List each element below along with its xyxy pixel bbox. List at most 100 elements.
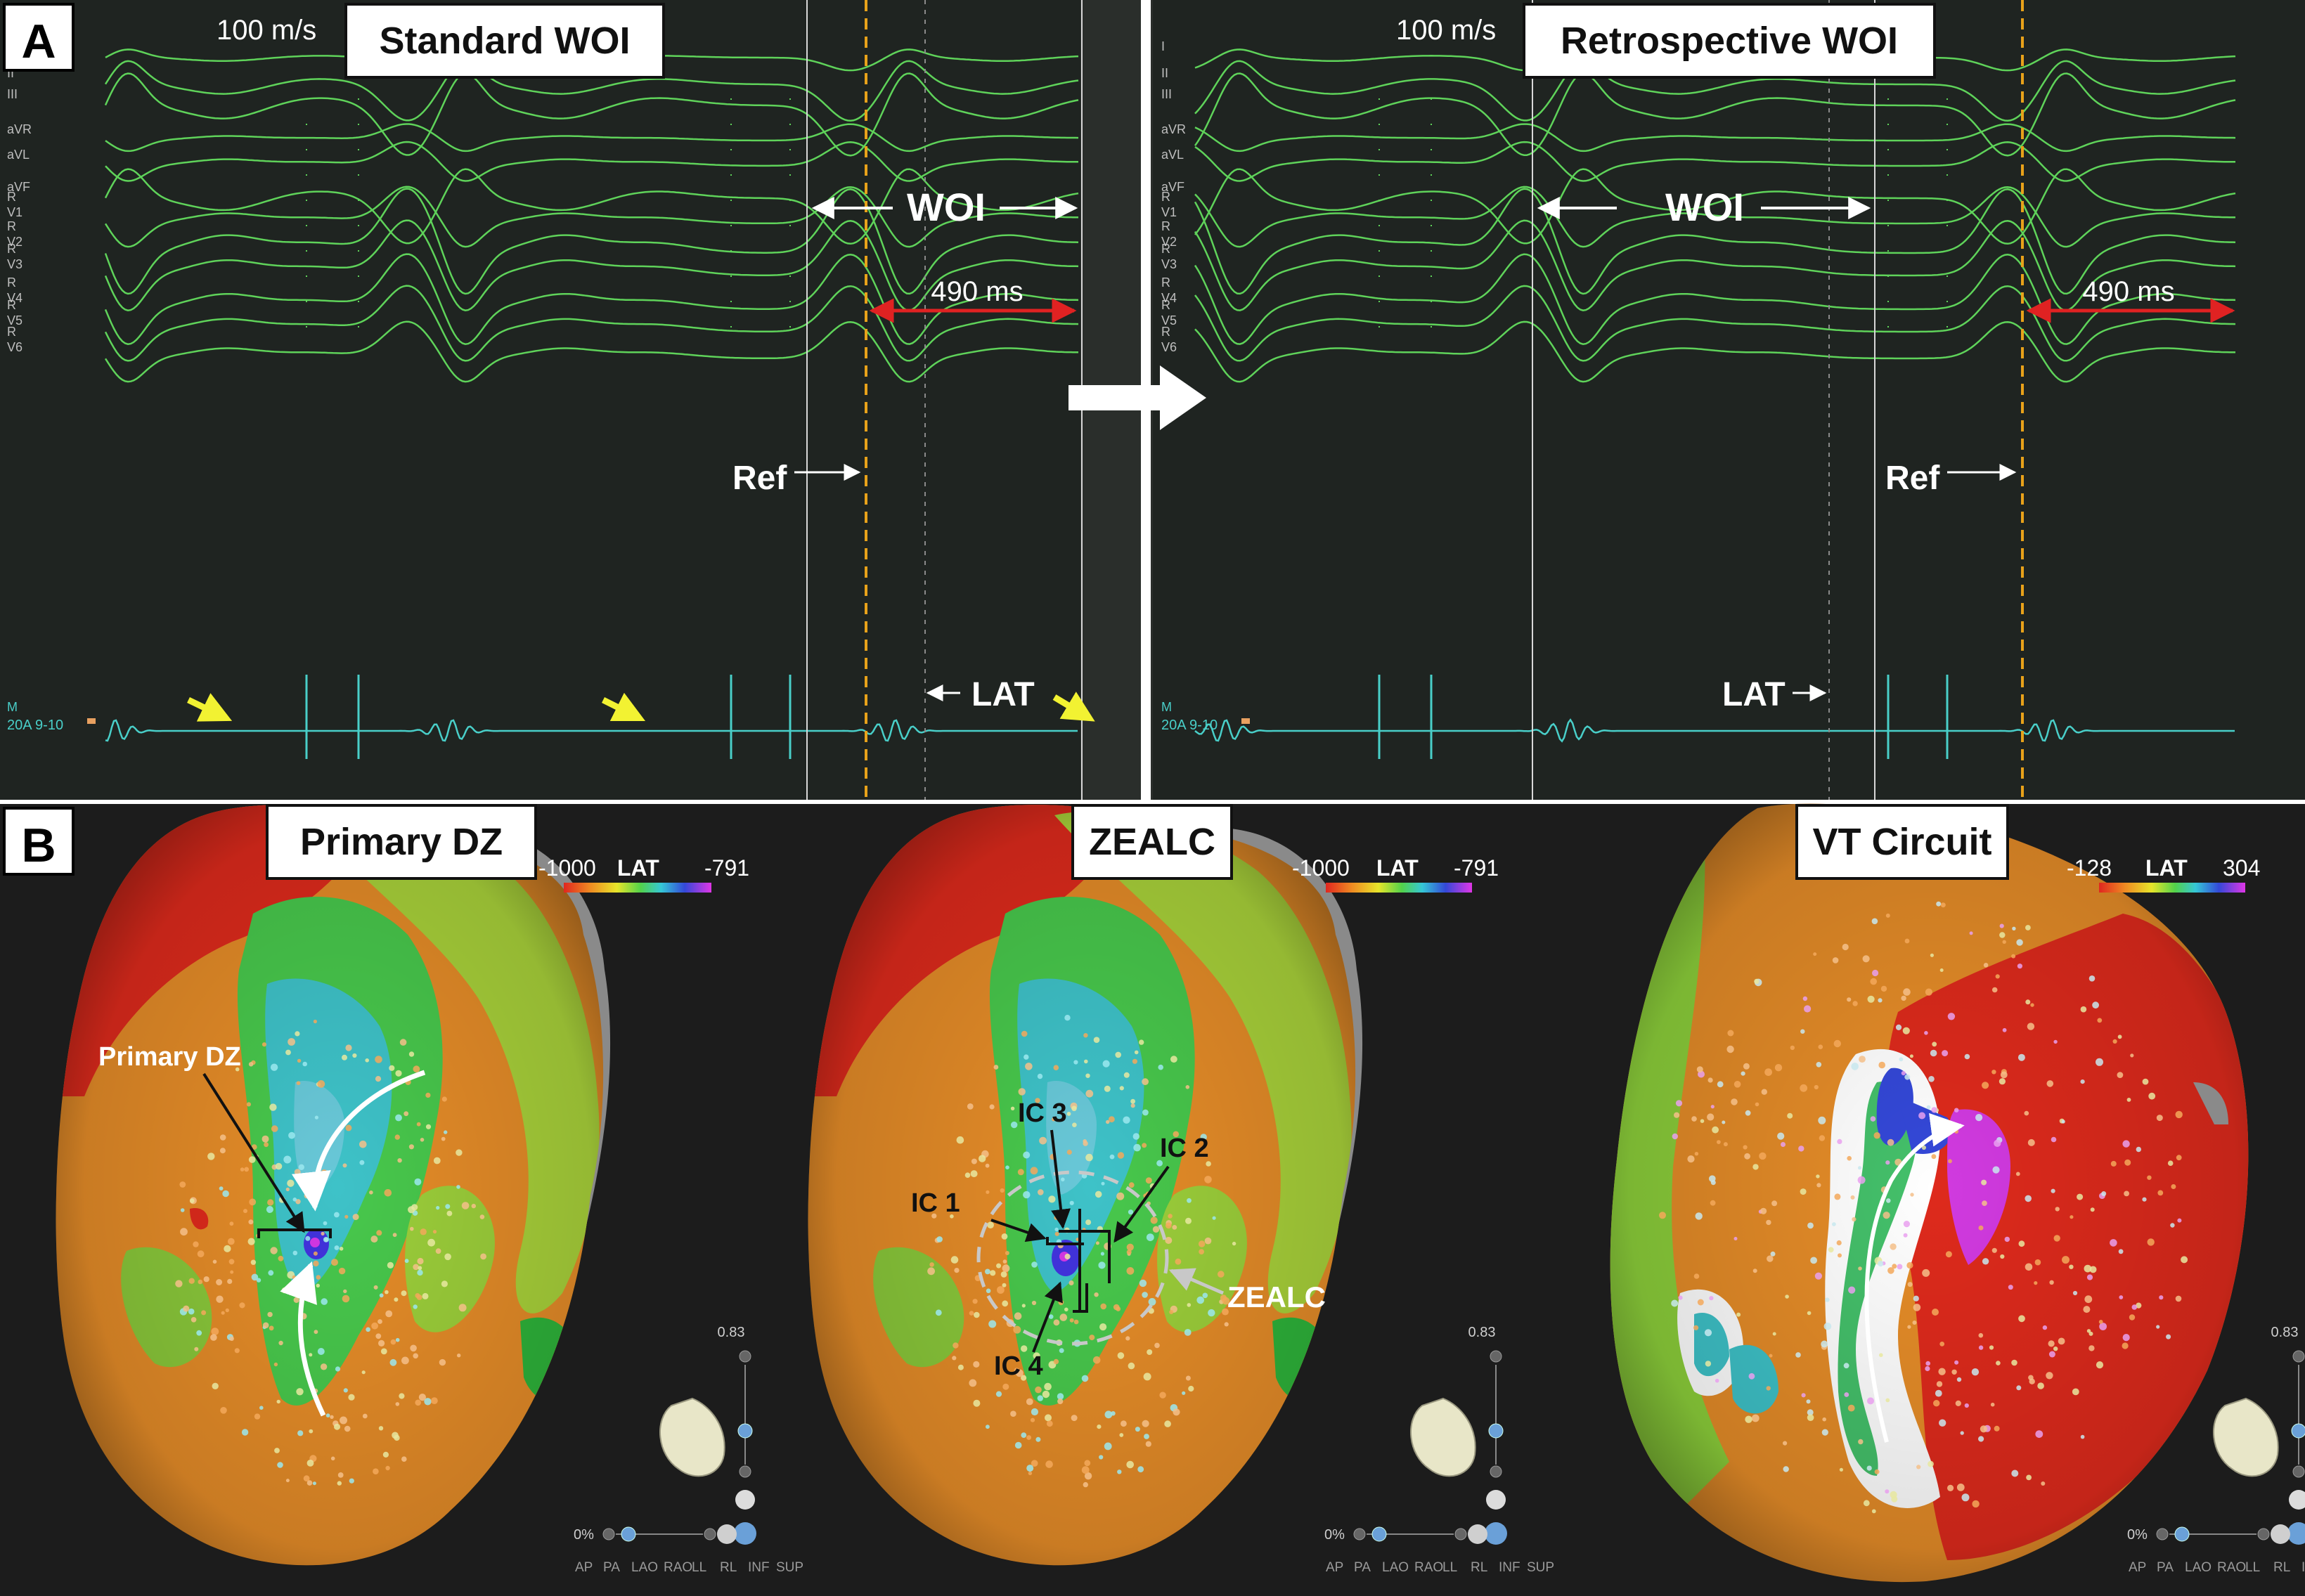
zoom-slider-handle[interactable] bbox=[621, 1526, 636, 1542]
view-button-rl[interactable]: RL bbox=[720, 1560, 737, 1575]
map-point bbox=[244, 1167, 250, 1172]
map-point bbox=[431, 1397, 438, 1404]
ecg-lead-trace bbox=[104, 320, 1078, 383]
view-button-rao[interactable]: RAO bbox=[664, 1560, 692, 1575]
zoom-minus-button[interactable] bbox=[2156, 1528, 2169, 1540]
view-button-ll[interactable]: LL bbox=[692, 1560, 706, 1575]
map-point bbox=[317, 1348, 325, 1355]
map-point bbox=[1726, 1045, 1734, 1053]
opacity-slider-handle[interactable] bbox=[1488, 1423, 1504, 1439]
view-button-pa[interactable]: PA bbox=[603, 1560, 620, 1575]
map-point bbox=[323, 1237, 329, 1243]
map-point bbox=[1204, 1176, 1212, 1183]
map-point bbox=[1807, 1311, 1812, 1316]
view-button-sup[interactable]: SUP bbox=[776, 1560, 803, 1575]
map-point bbox=[411, 1204, 418, 1211]
heart-view-icon[interactable] bbox=[1486, 1490, 1506, 1510]
map-point bbox=[1021, 1375, 1027, 1381]
map-point bbox=[1707, 1077, 1713, 1083]
lat-label-left: LAT bbox=[971, 676, 1035, 713]
map-point bbox=[379, 1293, 384, 1298]
map-point bbox=[1907, 1325, 1911, 1329]
zoom-plus-button[interactable] bbox=[1454, 1528, 1467, 1540]
opacity-slider-handle[interactable] bbox=[737, 1423, 753, 1439]
opacity-minus-button[interactable] bbox=[2292, 1465, 2305, 1478]
map-point bbox=[243, 1209, 247, 1214]
view-button-rao[interactable]: RAO bbox=[2217, 1560, 2246, 1575]
lead-label: aVL bbox=[7, 148, 30, 162]
map-point bbox=[1723, 1142, 1728, 1147]
map-point bbox=[2011, 1470, 2019, 1477]
view-button-inf[interactable]: INF bbox=[2301, 1560, 2305, 1575]
map-point bbox=[1220, 1295, 1227, 1302]
heart-view-icon[interactable] bbox=[2289, 1490, 2305, 1510]
view-button-rl[interactable]: RL bbox=[1471, 1560, 1487, 1575]
rotate-icon[interactable] bbox=[734, 1522, 756, 1545]
opacity-minus-button[interactable] bbox=[739, 1465, 751, 1478]
view-button-pa[interactable]: PA bbox=[1354, 1560, 1371, 1575]
map-point bbox=[1188, 1385, 1194, 1392]
view-button-ap[interactable]: AP bbox=[575, 1560, 593, 1575]
map-point bbox=[1878, 1061, 1885, 1069]
view-button-inf[interactable]: INF bbox=[1499, 1560, 1520, 1575]
view-button-inf[interactable]: INF bbox=[748, 1560, 770, 1575]
view-button-rl[interactable]: RL bbox=[2273, 1560, 2290, 1575]
map-point bbox=[1981, 1179, 1987, 1186]
map-point bbox=[1148, 1298, 1156, 1306]
zealc-label: ZEALC bbox=[1227, 1280, 1326, 1313]
lead-label: V1 bbox=[7, 205, 22, 219]
opacity-plus-button[interactable] bbox=[739, 1350, 751, 1363]
view-button-lao[interactable]: LAO bbox=[1382, 1560, 1409, 1575]
heart-view-icon[interactable] bbox=[735, 1490, 755, 1510]
map-point bbox=[989, 1104, 995, 1110]
zoom-minus-button[interactable] bbox=[1353, 1528, 1366, 1540]
reset-view-icon[interactable] bbox=[1468, 1524, 1487, 1544]
view-button-ll[interactable]: LL bbox=[2245, 1560, 2260, 1575]
map-point bbox=[1890, 1243, 1897, 1250]
zoom-plus-button[interactable] bbox=[2257, 1528, 2270, 1540]
zoom-slider-handle[interactable] bbox=[2174, 1526, 2190, 1542]
zoom-slider-handle[interactable] bbox=[1371, 1526, 1387, 1542]
map-point bbox=[314, 1115, 318, 1120]
map-point bbox=[1770, 1251, 1776, 1257]
view-button-rao[interactable]: RAO bbox=[1414, 1560, 1443, 1575]
reset-view-icon[interactable] bbox=[717, 1524, 737, 1544]
map-point bbox=[1128, 1209, 1134, 1215]
view-button-lao[interactable]: LAO bbox=[2185, 1560, 2212, 1575]
rotate-icon[interactable] bbox=[1485, 1522, 1507, 1545]
map-point bbox=[2142, 1078, 2149, 1085]
map-point bbox=[342, 1054, 347, 1060]
view-button-ap[interactable]: AP bbox=[1326, 1560, 1343, 1575]
map-point bbox=[1071, 1105, 1077, 1112]
orientation-heart-icon[interactable] bbox=[2213, 1397, 2279, 1477]
scale2-bar bbox=[1326, 883, 1472, 893]
map-point bbox=[1042, 1390, 1050, 1399]
opacity-minus-button[interactable] bbox=[1490, 1465, 1502, 1478]
lead-prefix-label: R bbox=[7, 190, 16, 204]
opacity-slider-handle[interactable] bbox=[2291, 1423, 2305, 1439]
view-button-ap[interactable]: AP bbox=[2129, 1560, 2146, 1575]
orientation-heart-icon[interactable] bbox=[1410, 1397, 1476, 1477]
map-point bbox=[1695, 1212, 1703, 1220]
map-point bbox=[1117, 1352, 1125, 1359]
orientation-heart-icon[interactable] bbox=[659, 1397, 725, 1477]
view-button-pa[interactable]: PA bbox=[2157, 1560, 2174, 1575]
view-button-lao[interactable]: LAO bbox=[631, 1560, 658, 1575]
map-point bbox=[2080, 1006, 2087, 1013]
zoom-minus-button[interactable] bbox=[602, 1528, 615, 1540]
opacity-plus-button[interactable] bbox=[2292, 1350, 2305, 1363]
scale3-bar bbox=[2099, 883, 2245, 893]
view-button-sup[interactable]: SUP bbox=[1527, 1560, 1554, 1575]
map-point bbox=[2083, 1306, 2091, 1313]
ms-label-right: 490 ms bbox=[2082, 276, 2174, 307]
reset-view-icon[interactable] bbox=[2271, 1524, 2290, 1544]
map-point bbox=[1064, 1253, 1071, 1260]
zoom-plus-button[interactable] bbox=[704, 1528, 716, 1540]
rotate-icon[interactable] bbox=[2287, 1522, 2305, 1545]
opacity-plus-button[interactable] bbox=[1490, 1350, 1502, 1363]
map-point bbox=[413, 1304, 418, 1309]
map-point bbox=[1691, 1116, 1697, 1122]
map-point bbox=[973, 1361, 980, 1368]
view-button-ll[interactable]: LL bbox=[1442, 1560, 1457, 1575]
